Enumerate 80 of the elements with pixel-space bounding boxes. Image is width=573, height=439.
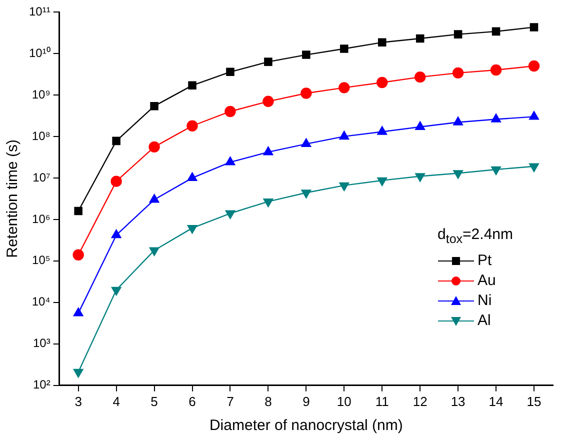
point <box>452 67 464 79</box>
point <box>492 27 500 36</box>
point <box>74 206 82 216</box>
point <box>377 177 388 186</box>
x-tick-label: 11 <box>375 394 389 409</box>
y-tick-label: 10³ <box>33 336 50 350</box>
point <box>148 141 160 153</box>
y-tick-label: 10⁶ <box>32 212 50 226</box>
point <box>414 71 426 83</box>
point <box>186 120 198 132</box>
point <box>225 156 236 166</box>
point <box>528 60 540 72</box>
point <box>490 64 502 76</box>
point <box>376 76 388 88</box>
point <box>224 106 236 118</box>
point <box>150 102 158 110</box>
y-tick-label: 10¹¹ <box>29 4 50 18</box>
y-tick-label: 10¹⁰ <box>29 46 50 60</box>
point <box>226 68 234 76</box>
y-axis-title: Retention time (s) <box>4 140 22 258</box>
y-tick-label: 10⁷ <box>32 170 50 184</box>
point <box>377 126 388 135</box>
x-tick-label: 10 <box>336 394 352 409</box>
x-tick-label: 15 <box>526 394 542 409</box>
point <box>262 96 274 108</box>
point <box>301 190 312 198</box>
y-tick-label: 10⁸ <box>32 128 50 143</box>
point <box>263 146 274 156</box>
y-tick-label: 10² <box>33 378 50 392</box>
point <box>149 247 160 256</box>
point <box>73 368 84 378</box>
point <box>149 194 160 203</box>
point <box>415 173 426 182</box>
x-tick-label: 13 <box>450 394 466 409</box>
x-tick-label: 5 <box>150 394 158 409</box>
point <box>530 23 538 32</box>
point <box>529 111 539 120</box>
x-tick-label: 14 <box>488 394 504 409</box>
point <box>302 50 310 59</box>
point <box>529 163 539 172</box>
point <box>416 34 424 43</box>
x-tick-label: 9 <box>302 394 310 409</box>
legend-title: d$_{tox}$=2.4nm <box>438 225 513 248</box>
legend-label: Al <box>478 311 491 331</box>
point <box>188 81 196 90</box>
point <box>187 172 198 182</box>
point <box>111 286 122 296</box>
point <box>225 210 236 219</box>
point <box>110 176 122 187</box>
point <box>72 249 84 260</box>
legend-label: Au <box>478 271 496 291</box>
y-tick-label: 10⁴ <box>32 294 50 309</box>
point <box>264 58 272 66</box>
point <box>340 44 348 53</box>
point <box>187 224 198 234</box>
point <box>454 30 462 38</box>
x-axis-title: Diameter of nanocrystal (nm) <box>209 417 403 434</box>
x-tick-label: 7 <box>226 394 234 409</box>
point <box>339 182 350 192</box>
x-tick-label: 3 <box>74 394 82 409</box>
point <box>301 138 312 148</box>
x-tick-label: 4 <box>112 394 120 409</box>
x-tick-label: 6 <box>188 394 196 409</box>
legend-label: Pt <box>478 251 492 271</box>
y-tick-label: 10⁹ <box>32 87 50 102</box>
point <box>453 116 463 126</box>
point <box>263 198 274 208</box>
legend-label: Ni <box>478 291 492 311</box>
point <box>378 38 386 47</box>
point <box>415 121 426 130</box>
x-tick-label: 8 <box>264 394 272 409</box>
point <box>339 130 350 140</box>
point <box>338 82 350 94</box>
y-tick-label: 10⁵ <box>32 253 50 268</box>
x-tick-label: 12 <box>412 394 428 409</box>
point <box>491 114 501 122</box>
point <box>300 88 312 99</box>
point <box>491 166 501 176</box>
point <box>112 136 120 146</box>
point <box>453 170 463 179</box>
